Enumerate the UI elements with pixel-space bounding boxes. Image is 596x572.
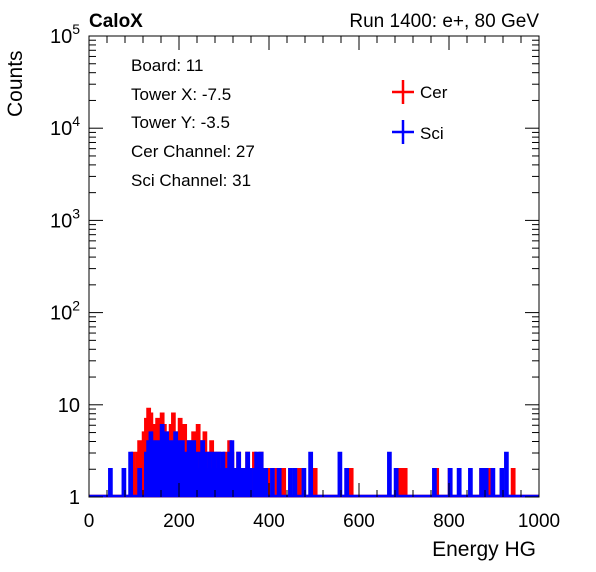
bin-sci-58 (337, 451, 343, 497)
bin-sci-67 (483, 467, 489, 497)
bin-sci-44 (240, 467, 246, 497)
bin-sci-62 (432, 467, 437, 497)
info-line-sci-channel: Sci Channel: 31 (131, 171, 251, 190)
bin-sci-50 (258, 451, 264, 497)
x-axis-label: Energy HG (432, 538, 536, 561)
bin-sci-51 (263, 467, 269, 497)
y-tick-label: 104 (50, 113, 80, 140)
legend-entry-sci: Sci (392, 120, 444, 144)
legend-cer-label: Cer (420, 83, 448, 102)
bin-sci-55 (292, 467, 298, 497)
bin-cer-64 (510, 467, 516, 497)
bin-sci-52 (270, 467, 275, 497)
legend: Cer Sci (392, 80, 448, 144)
y-tick-label: 102 (50, 298, 80, 325)
info-line-board: Board: 11 (131, 56, 203, 75)
bin-sci-65 (468, 467, 473, 497)
y-axis-ticks: 1 10 102 103 104 105 (50, 21, 539, 509)
bin-sci-54 (288, 467, 293, 497)
series-sci (89, 424, 539, 498)
bin-cer-56 (312, 467, 318, 497)
bin-sci-46 (247, 467, 253, 497)
bin-sci-56 (301, 467, 307, 497)
bin-cer-54 (281, 467, 287, 497)
bin-cer-57 (348, 467, 354, 497)
y-tick-label: 105 (50, 21, 80, 48)
bin-sci-0 (108, 467, 113, 497)
info-line-tower-x: Tower X: -7.5 (131, 85, 231, 104)
y-tick-label: 10 (58, 395, 80, 417)
bin-sci-70 (504, 451, 509, 497)
bin-sci-42 (231, 467, 237, 497)
bin-sci-60 (387, 451, 392, 497)
chart-right-title: Run 1400: e+, 80 GeV (349, 11, 539, 32)
y-tick-label: 103 (50, 205, 80, 232)
bin-sci-66 (479, 467, 485, 497)
chart-left-title: CaloX (89, 11, 143, 32)
bin-sci-43 (236, 451, 242, 497)
info-line-tower-y: Tower Y: -3.5 (131, 113, 230, 132)
x-tick-label: 200 (163, 511, 195, 532)
bin-sci-64 (456, 467, 462, 497)
bin-sci-61 (393, 467, 399, 497)
legend-entry-cer: Cer (392, 80, 448, 104)
info-box: Board: 11 Tower X: -7.5 Tower Y: -3.5 Ce… (131, 56, 255, 190)
bin-sci-69 (499, 467, 505, 497)
bin-sci-59 (344, 467, 350, 497)
bin-sci-2 (128, 451, 134, 497)
bin-sci-68 (490, 467, 496, 497)
y-axis-label: Counts (4, 50, 27, 117)
x-tick-label: 400 (253, 511, 285, 532)
bin-cer-58 (398, 467, 404, 497)
x-tick-label: 600 (343, 511, 375, 532)
bin-sci-3 (137, 467, 143, 497)
bin-sci-53 (276, 467, 282, 497)
legend-sci-label: Sci (420, 124, 444, 143)
x-tick-label: 0 (84, 511, 95, 532)
bin-cer-55 (297, 467, 302, 497)
bin-sci-1 (121, 467, 127, 497)
bin-cer-59 (402, 467, 408, 497)
y-tick-label: 1 (69, 487, 80, 509)
info-line-cer-channel: Cer Channel: 27 (131, 142, 255, 161)
bin-sci-57 (308, 451, 314, 497)
bin-sci-39 (222, 467, 228, 497)
series-layer (89, 407, 539, 498)
x-tick-label: 800 (433, 511, 465, 532)
x-axis-ticks: 0 200 400 600 800 1000 (84, 36, 560, 532)
x-tick-label: 1000 (518, 511, 560, 532)
